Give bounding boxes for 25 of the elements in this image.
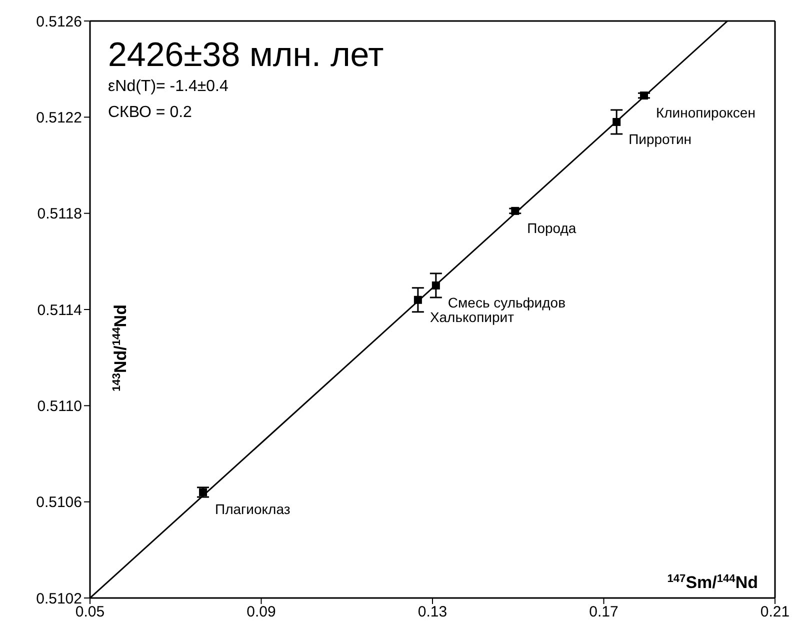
- x-tick-label: 0.09: [246, 604, 276, 621]
- annotation: Клинопироксен: [656, 104, 756, 121]
- x-tick-label: 0.21: [760, 604, 790, 621]
- point: [640, 92, 648, 100]
- text: 2426±38 млн. лет: [108, 36, 384, 74]
- point: [199, 488, 208, 496]
- annotation: Смесь сульфидов: [448, 294, 566, 310]
- y-tick-label: 0.5126: [36, 13, 82, 30]
- annotation: εNd(T)= -1.4±0.4: [108, 77, 230, 97]
- x-axis-title: $^{147}$Sm/$^{144}$Nd: [667, 573, 758, 592]
- y-tick-label: 0.5114: [37, 302, 82, 319]
- y-tick-label: 0.5118: [37, 206, 82, 223]
- annotation: Порода: [527, 220, 576, 236]
- point: [612, 118, 621, 126]
- point: [511, 206, 520, 215]
- point: [432, 281, 440, 290]
- x-tick-label: 0.13: [418, 604, 448, 621]
- annotation: Плагиоклаз: [215, 501, 290, 518]
- y-tick-label: 0.5110: [37, 398, 82, 415]
- annotation: СКВО = 0.2: [108, 103, 193, 123]
- y-tick-label: 0.5106: [36, 494, 82, 512]
- point: [414, 296, 422, 304]
- x-tick-label: 0.17: [589, 604, 618, 621]
- annotation: Пирротин: [628, 130, 692, 147]
- y-tick-label: 0.5122: [36, 109, 82, 126]
